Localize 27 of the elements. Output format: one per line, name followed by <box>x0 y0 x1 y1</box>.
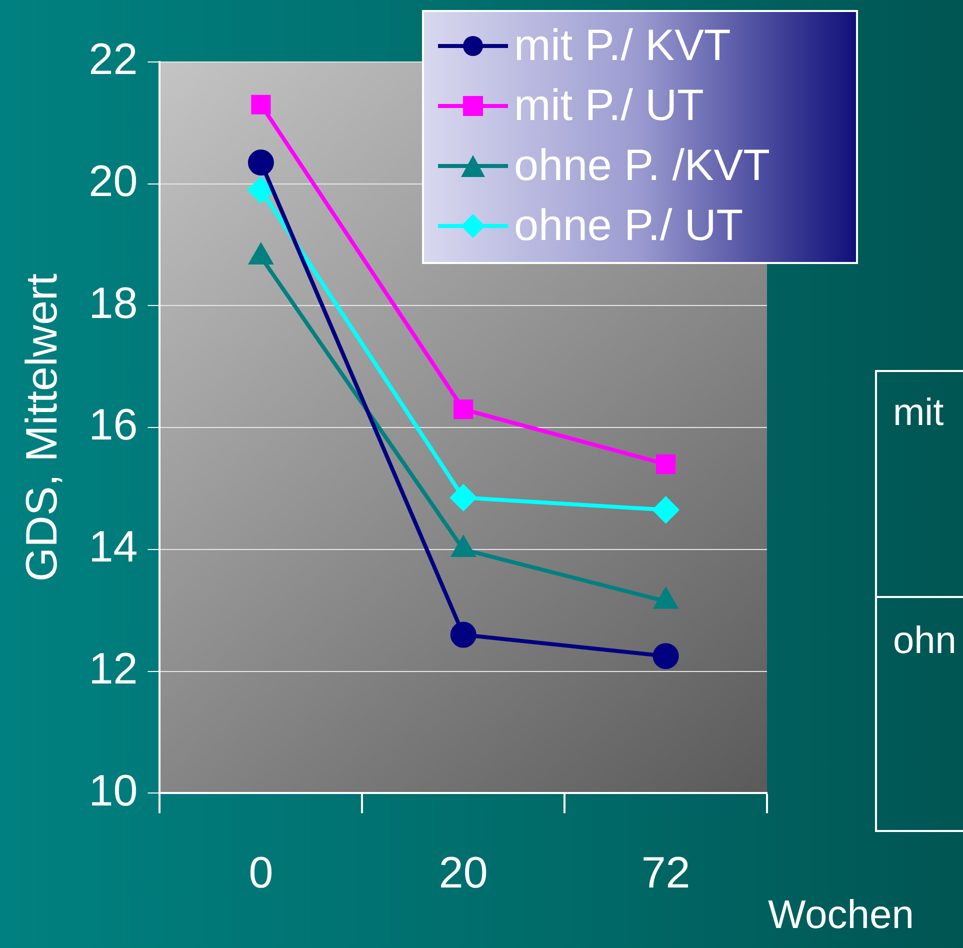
legend-label: mit P./ UT <box>514 81 704 131</box>
point <box>656 454 676 474</box>
legend-label: ohne P. /KVT <box>514 141 770 191</box>
x-tick-label: 0 <box>248 848 274 898</box>
point <box>652 643 679 670</box>
y-tick-label: 16 <box>88 400 138 450</box>
y-tick-label: 22 <box>88 35 138 84</box>
x-axis-title: Wochen <box>768 893 914 938</box>
point <box>251 94 271 114</box>
y-tick-label: 18 <box>88 278 138 328</box>
point <box>450 484 476 511</box>
y-tick-label: 14 <box>88 522 138 572</box>
y-tick-label: 10 <box>88 766 138 816</box>
x-tick-label: 72 <box>641 848 690 898</box>
point <box>248 150 274 176</box>
y-tick-label: 20 <box>88 157 138 206</box>
legend-label: ohne P./ UT <box>514 201 744 251</box>
y-tick-label: 12 <box>88 644 138 694</box>
text: mit <box>893 392 944 435</box>
x-tick-label: 20 <box>438 848 488 898</box>
y-axis-title: GDS, Mittelwert <box>18 274 67 582</box>
point <box>652 496 679 523</box>
point <box>450 622 476 648</box>
point <box>248 176 274 203</box>
text: ohn <box>893 620 956 663</box>
legend-label: mit P./ KVT <box>514 21 731 71</box>
point <box>454 400 474 420</box>
